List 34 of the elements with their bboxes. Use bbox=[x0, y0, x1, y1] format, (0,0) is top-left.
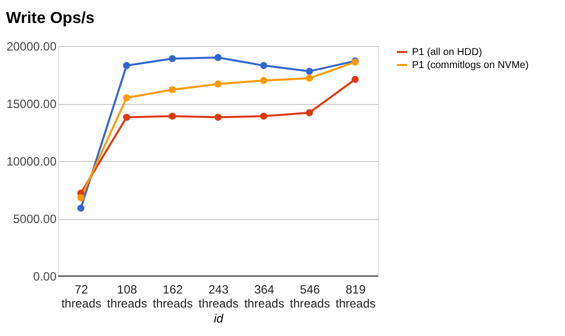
x-tick-label: 546 threads bbox=[290, 282, 330, 310]
point bbox=[123, 114, 130, 121]
point bbox=[168, 55, 176, 62]
point bbox=[260, 76, 268, 84]
point bbox=[214, 80, 222, 88]
point bbox=[77, 204, 84, 212]
point bbox=[123, 62, 130, 70]
y-tick-label: 5000.00 bbox=[13, 212, 57, 226]
x-tick-label: 72 threads bbox=[61, 282, 102, 310]
point bbox=[306, 109, 313, 116]
chart-title: Write Ops/s bbox=[6, 10, 95, 27]
point bbox=[260, 112, 268, 120]
y-tick-label: 0.00 bbox=[33, 270, 57, 284]
y-tick-label: 20000.00 bbox=[6, 40, 57, 54]
point bbox=[77, 194, 84, 202]
x-tick-label: 364 threads bbox=[244, 282, 284, 310]
legend-label: P1 (all on HDD) bbox=[412, 47, 482, 58]
x-tick-label: 108 threads bbox=[107, 282, 148, 310]
legend-label: P1 (commitlogs on NVMe) bbox=[412, 60, 529, 71]
point bbox=[260, 62, 268, 70]
y-tick-label: 10000.00 bbox=[6, 154, 57, 168]
point bbox=[168, 112, 176, 120]
point bbox=[306, 74, 313, 82]
y-tick-label: 15000.00 bbox=[6, 97, 57, 111]
point bbox=[123, 94, 130, 102]
x-tick-label: 162 threads bbox=[152, 282, 193, 310]
point bbox=[168, 86, 176, 94]
point bbox=[214, 54, 222, 62]
point bbox=[306, 68, 313, 75]
x-tick-label: 243 threads bbox=[198, 282, 239, 310]
x-axis-title: id bbox=[214, 312, 224, 326]
x-tick-label: 819 threads bbox=[336, 282, 376, 310]
point bbox=[352, 76, 359, 83]
point bbox=[214, 114, 222, 121]
